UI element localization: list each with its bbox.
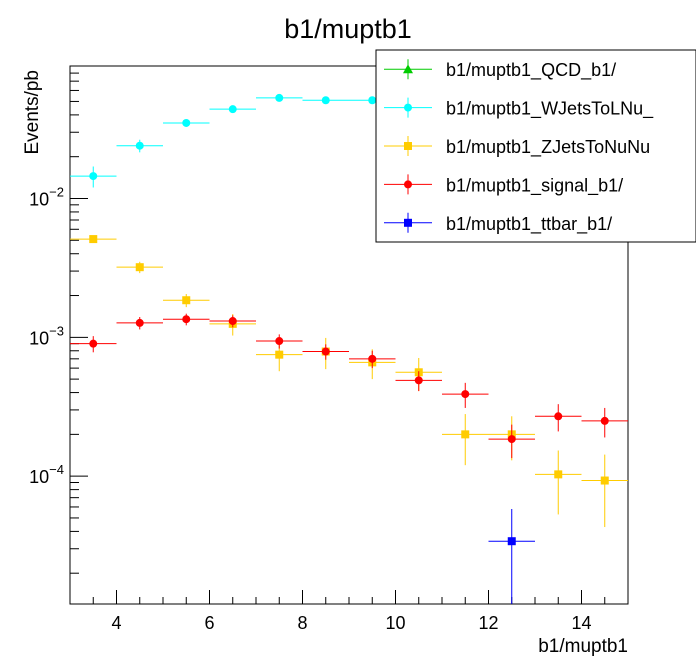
data-point — [368, 96, 377, 105]
data-point — [461, 430, 470, 439]
data-point — [554, 470, 563, 479]
data-point — [89, 235, 98, 244]
x-axis-label: b1/muptb1 — [538, 636, 628, 657]
x-tick-label: 14 — [571, 613, 591, 633]
data-point — [135, 318, 144, 327]
series-2 — [70, 235, 628, 528]
y-tick-label: 10−3 — [29, 323, 64, 348]
legend-marker — [404, 218, 412, 227]
x-tick-label: 6 — [204, 613, 214, 633]
data-point — [182, 118, 191, 127]
x-tick-label: 12 — [478, 613, 498, 633]
legend-entry: b1/muptb1_ttbar_b1/ — [446, 214, 612, 235]
data-point — [507, 435, 516, 444]
legend-entry: b1/muptb1_WJetsToLNu_ — [446, 99, 654, 120]
legend: b1/muptb1_QCD_b1/b1/muptb1_WJetsToLNu_ b1… — [375, 49, 696, 243]
data-point — [600, 476, 609, 485]
data-point — [89, 339, 98, 348]
data-point — [275, 350, 284, 359]
series-4 — [488, 509, 535, 604]
data-point — [275, 93, 284, 102]
series-3 — [70, 313, 628, 459]
legend-marker — [404, 142, 412, 150]
data-point — [275, 337, 284, 346]
legend-marker — [404, 103, 412, 112]
y-axis-label: Events/pb — [22, 70, 43, 155]
data-point — [554, 412, 563, 421]
x-tick-label: 10 — [385, 613, 405, 633]
data-point — [228, 105, 237, 114]
data-point — [507, 537, 516, 546]
x-tick-label: 4 — [111, 613, 121, 633]
data-point — [368, 354, 377, 363]
data-point — [182, 315, 191, 324]
chart-title: b1/muptb1 — [284, 14, 412, 44]
series-1 — [70, 93, 396, 188]
data-point — [461, 390, 470, 399]
data-point — [135, 263, 144, 272]
data-point — [182, 296, 191, 305]
legend-entry: b1/muptb1_QCD_b1/ — [446, 60, 616, 81]
data-point — [89, 172, 98, 181]
data-point — [321, 347, 330, 356]
data-point — [321, 96, 330, 105]
legend-entry: b1/muptb1_ZJetsToNuNu — [446, 137, 650, 158]
data-point — [135, 141, 144, 150]
data-point — [414, 376, 423, 385]
legend-entry: b1/muptb1_signal_b1/ — [446, 175, 623, 196]
x-tick-label: 8 — [297, 613, 307, 633]
data-point — [600, 416, 609, 425]
y-tick-label: 10−2 — [29, 184, 64, 209]
data-point — [228, 317, 237, 326]
legend-marker — [404, 180, 412, 189]
y-tick-label: 10−4 — [29, 462, 64, 487]
legend-marker — [403, 64, 413, 74]
